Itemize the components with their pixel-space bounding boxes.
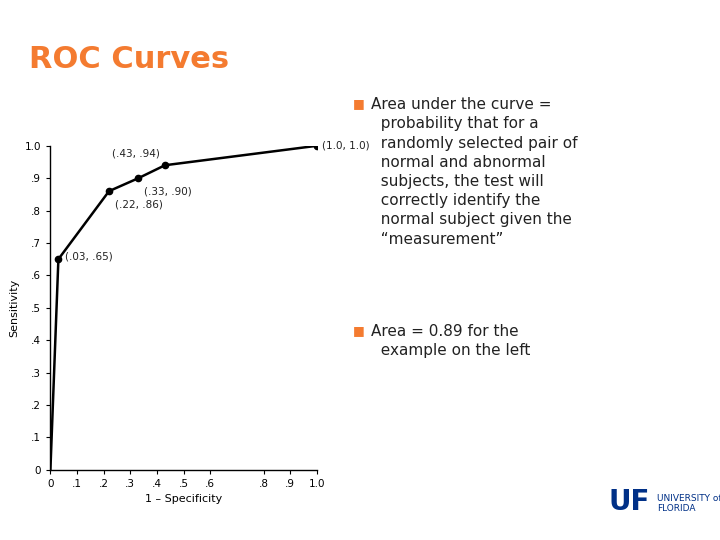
X-axis label: 1 – Specificity: 1 – Specificity: [145, 495, 222, 504]
Text: Area = 0.89 for the
  example on the left: Area = 0.89 for the example on the left: [371, 324, 530, 358]
Y-axis label: Sensitivity: Sensitivity: [9, 279, 19, 337]
Text: Area under the curve =
  probability that for a
  randomly selected pair of
  no: Area under the curve = probability that …: [371, 97, 577, 247]
Text: (.22, .86): (.22, .86): [114, 199, 163, 210]
Text: ROC Curves: ROC Curves: [29, 45, 229, 74]
Text: (.33, .90): (.33, .90): [144, 186, 192, 197]
Text: (1.0, 1.0): (1.0, 1.0): [323, 141, 370, 151]
Text: UNIVERSITY of
FLORIDA: UNIVERSITY of FLORIDA: [657, 494, 720, 513]
Text: (.43, .94): (.43, .94): [112, 148, 159, 158]
Text: ■: ■: [353, 324, 364, 337]
Text: ■: ■: [353, 97, 364, 110]
Text: (.03, .65): (.03, .65): [66, 252, 113, 261]
Text: UF: UF: [608, 488, 649, 516]
